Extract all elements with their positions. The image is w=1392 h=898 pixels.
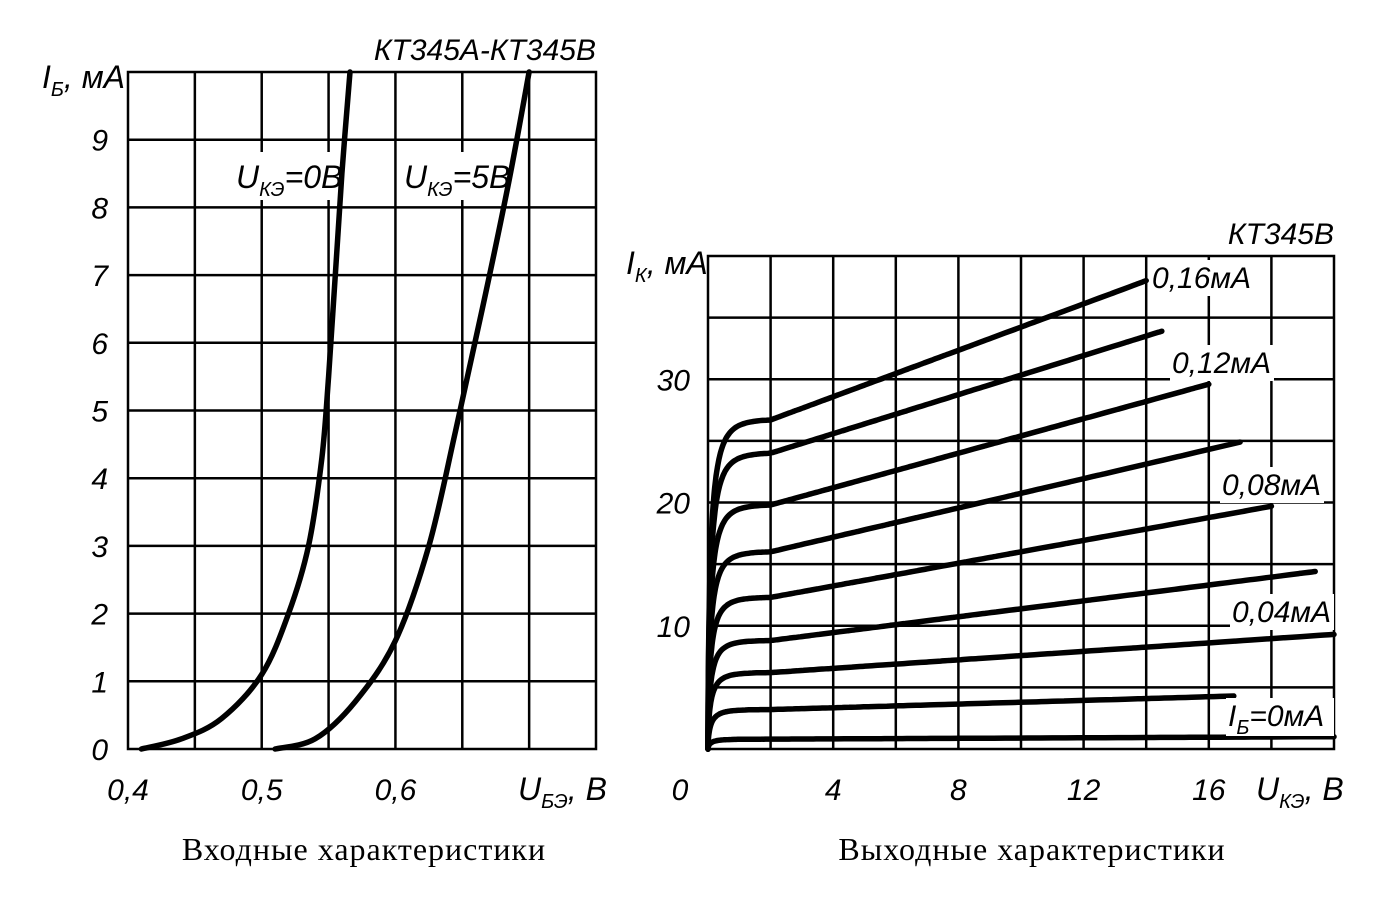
right-x-tick-label: 16	[1192, 774, 1226, 807]
series-label-uke-5v: UКЭ=5В	[400, 152, 510, 201]
input-characteristics-chart: 0 1 2 3 4 5 6 7 8 9 0,4 0,5 0,6 КТ345А-КТ345В IБ, м…	[42, 34, 607, 867]
right-y-tick-label: 10	[657, 611, 691, 644]
svg-text:0,12мА: 0,12мА	[1172, 347, 1271, 380]
right-series-curve-6	[705, 381, 1212, 752]
right-caption: Выходные характеристики	[838, 831, 1225, 867]
left-x-tick-label: 0,4	[107, 774, 149, 807]
left-y-tick-label: 0	[91, 734, 108, 767]
right-series-curve-4	[705, 503, 1275, 752]
right-series-curve-1	[705, 693, 1237, 752]
svg-text:0,08мА: 0,08мА	[1222, 469, 1321, 502]
right-series-curve-7	[705, 328, 1165, 752]
series-label-3: 0,04мА	[1230, 594, 1334, 630]
right-y-tick-label: 30	[657, 364, 691, 397]
series-label-7: 0,12мА	[1170, 345, 1274, 381]
svg-text:0,04мА: 0,04мА	[1232, 596, 1331, 629]
left-x-tick-label: 0,6	[375, 774, 417, 807]
left-y-tick-label: 5	[91, 396, 108, 429]
left-y-tick-label: 9	[91, 125, 108, 158]
left-chart-title: КТ345А-КТ345В	[374, 34, 596, 67]
left-y-axis-label: IБ, мА	[42, 59, 125, 101]
right-x-tick-label: 0	[672, 774, 689, 807]
left-y-tick-label: 1	[91, 666, 108, 699]
right-series-labels: IБ=0мА 0,04мА 0,08мА 0,12мА 0,16мА	[1150, 260, 1334, 739]
series-label-5: 0,08мА	[1220, 467, 1324, 503]
svg-text:UКЭ=5В: UКЭ=5В	[404, 159, 510, 201]
left-series-curve-0	[138, 69, 353, 752]
right-chart-title: КТ345В	[1228, 218, 1334, 251]
svg-text:IБ=0мА: IБ=0мА	[1228, 700, 1324, 739]
left-y-tick-label: 2	[90, 599, 108, 632]
left-x-axis-label: UБЭ, В	[518, 771, 607, 813]
right-x-tick-labels: 0 4 8 12 16	[672, 774, 1226, 807]
left-curves	[138, 69, 532, 752]
series-label-8: 0,16мА	[1150, 260, 1254, 296]
right-y-axis-label: IК, мА	[626, 245, 708, 287]
left-y-tick-label: 6	[91, 328, 108, 361]
right-x-tick-label: 4	[825, 774, 842, 807]
output-characteristics-chart: 10 20 30 0 4 8 12 16 IБ=0мА 0,04мА 0,08мА 0,12мА 0…	[626, 218, 1344, 867]
left-y-tick-labels: 0 1 2 3 4 5 6 7 8 9	[90, 125, 109, 767]
left-grid	[126, 70, 598, 751]
right-series-curve-8	[705, 277, 1149, 752]
right-y-tick-label: 20	[656, 488, 691, 521]
left-y-tick-label: 7	[91, 260, 109, 293]
left-series-curve-1	[272, 69, 532, 752]
right-series-curve-2	[705, 631, 1337, 752]
left-caption: Входные характеристики	[182, 831, 546, 867]
left-y-tick-label: 8	[91, 192, 108, 225]
right-x-axis-label: UКЭ, В	[1256, 771, 1344, 813]
right-curves	[705, 277, 1337, 752]
right-series-curve-3	[705, 568, 1318, 752]
right-x-tick-label: 12	[1067, 774, 1101, 807]
right-series-curve-0	[705, 733, 1337, 752]
left-x-tick-labels: 0,4 0,5 0,6	[107, 774, 416, 807]
left-y-tick-label: 4	[91, 463, 108, 496]
right-series-curve-5	[705, 439, 1243, 752]
left-y-tick-label: 3	[91, 531, 108, 564]
series-label-0: IБ=0мА	[1226, 698, 1334, 739]
right-x-tick-label: 8	[950, 774, 967, 807]
right-y-tick-labels: 10 20 30	[656, 364, 691, 644]
svg-text:0,16мА: 0,16мА	[1152, 262, 1251, 295]
series-label-uke-0v: UКЭ=0В	[232, 152, 342, 201]
left-x-tick-label: 0,5	[241, 774, 283, 807]
svg-text:UКЭ=0В: UКЭ=0В	[236, 159, 342, 201]
